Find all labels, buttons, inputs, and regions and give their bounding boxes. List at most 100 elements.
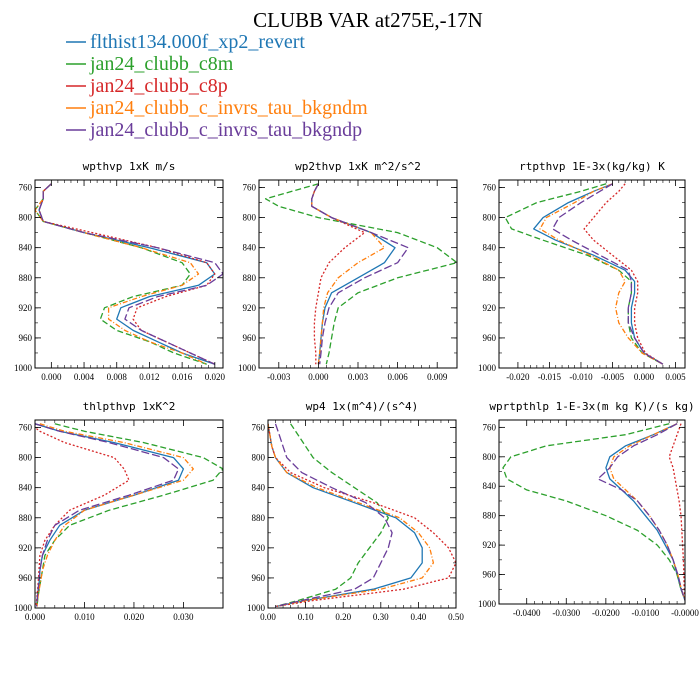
series-line-3	[311, 183, 366, 365]
series-line-4	[539, 183, 664, 365]
figure-title: CLUBB VAR at275E,-17N	[253, 8, 483, 32]
y-tick-label: 1000	[14, 603, 33, 613]
y-tick-label: 840	[483, 243, 497, 253]
x-tick-label: -0.010	[569, 372, 593, 382]
series-line-4	[311, 183, 386, 365]
y-tick-label: 1000	[238, 363, 257, 373]
series-line-2	[502, 423, 685, 601]
y-tick-label: 800	[252, 453, 266, 463]
panel-title-2: wp2thvp 1xK m^2/s^2	[295, 160, 421, 173]
legend-label-4: jan24_clubb_c_invrs_tau_bkgndm	[89, 97, 368, 119]
plot-frame	[258, 179, 458, 369]
y-tick-label: 1000	[478, 599, 497, 609]
y-tick-label: 960	[243, 333, 257, 343]
series-line-2	[275, 423, 389, 608]
panel-6: wprtpthlp 1-E-3x(m kg K)/(s kg) 760 800 840…	[478, 400, 699, 618]
x-tick-label: 0.000	[308, 372, 329, 382]
series-line-1	[605, 423, 685, 601]
y-tick-label: 760	[19, 183, 33, 193]
panel-title-3: rtpthvp 1E-3x(kg/kg) K	[519, 160, 665, 173]
y-tick-label: 800	[19, 213, 33, 223]
series-line-1	[38, 183, 216, 365]
y-tick-label: 1000	[14, 363, 33, 373]
x-tick-label: 0.004	[74, 372, 95, 382]
y-tick-label: 760	[252, 423, 266, 433]
x-tick-label: 0.016	[172, 372, 193, 382]
y-tick-label: 960	[19, 333, 33, 343]
legend-label-2: jan24_clubb_c8m	[89, 53, 234, 75]
panel-5: wp4 1x(m^4)/(s^4)76080084088092096010000…	[247, 400, 464, 622]
series-line-1	[533, 183, 664, 365]
series-line-4	[609, 423, 685, 601]
x-tick-label: 0.009	[427, 372, 448, 382]
y-tick-label: 920	[19, 543, 33, 553]
y-tick-label: 760	[243, 183, 257, 193]
y-tick-label: 920	[243, 303, 257, 313]
x-tick-label: 0.40	[411, 612, 427, 622]
y-tick-label: 840	[19, 243, 33, 253]
series-line-5	[35, 423, 180, 607]
x-tick-label: -0.0000	[671, 608, 699, 618]
legend-label-1: flthist134.000f_xp2_revert	[90, 31, 305, 53]
series-line-3	[268, 423, 456, 608]
y-tick-label: 880	[483, 273, 497, 283]
x-tick-label: -0.020	[506, 372, 530, 382]
series-line-5	[38, 183, 223, 365]
series-line-5	[551, 183, 664, 365]
x-tick-label: -0.015	[538, 372, 562, 382]
x-tick-label: 0.006	[387, 372, 408, 382]
series-line-1	[35, 423, 185, 607]
legend: flthist134.000f_xp2_revertjan24_clubb_c8…	[66, 31, 368, 141]
x-tick-label: -0.0100	[632, 608, 660, 618]
y-tick-label: 920	[483, 303, 497, 313]
x-tick-label: -0.0300	[552, 608, 580, 618]
plot-frame	[34, 419, 224, 609]
series-line-5	[597, 423, 685, 601]
x-tick-label: 0.012	[139, 372, 159, 382]
x-tick-label: 0.005	[665, 372, 686, 382]
series-line-4	[35, 183, 207, 365]
x-tick-label: -0.005	[601, 372, 625, 382]
y-tick-label: 880	[252, 513, 266, 523]
y-tick-label: 800	[19, 453, 33, 463]
x-tick-label: -0.0200	[592, 608, 620, 618]
plot-frame	[498, 179, 686, 369]
panels: wpthvp 1xK m/s76080084088092096010000.00…	[14, 160, 699, 622]
series-line-5	[311, 183, 409, 365]
y-tick-label: 840	[483, 481, 497, 491]
x-tick-label: 0.000	[41, 372, 62, 382]
x-tick-label: -0.003	[267, 372, 291, 382]
y-tick-label: 960	[483, 570, 497, 580]
y-tick-label: 1000	[247, 603, 266, 613]
x-tick-label: 0.010	[74, 612, 95, 622]
legend-label-5: jan24_clubb_c_invrs_tau_bkgndp	[89, 119, 362, 141]
y-tick-label: 880	[483, 511, 497, 521]
series-line-3	[35, 426, 130, 607]
y-tick-label: 920	[252, 543, 266, 553]
x-tick-label: 0.020	[124, 612, 145, 622]
legend-label-3: jan24_clubb_c8p	[89, 75, 228, 97]
series-line-2	[264, 183, 457, 365]
panel-title-4: thlpthvp 1xK^2	[83, 400, 176, 413]
y-tick-label: 880	[243, 273, 257, 283]
series-line-3	[668, 423, 685, 601]
x-tick-label: 0.030	[173, 612, 194, 622]
y-tick-label: 920	[483, 540, 497, 550]
y-tick-label: 760	[483, 422, 497, 432]
y-tick-label: 800	[483, 452, 497, 462]
y-tick-label: 840	[243, 243, 257, 253]
x-tick-label: 0.003	[348, 372, 369, 382]
x-tick-label: 0.20	[335, 612, 351, 622]
panel-title-5: wp4 1x(m^4)/(s^4)	[306, 400, 419, 413]
y-tick-label: 960	[483, 333, 497, 343]
series-line-4	[268, 423, 435, 608]
y-tick-label: 880	[19, 513, 33, 523]
series-line-2	[36, 423, 223, 607]
y-tick-label: 960	[252, 573, 266, 583]
series-line-4	[36, 423, 194, 607]
y-tick-label: 760	[483, 183, 497, 193]
series-line-2	[35, 183, 207, 365]
y-tick-label: 800	[483, 213, 497, 223]
series-line-3	[38, 183, 216, 365]
